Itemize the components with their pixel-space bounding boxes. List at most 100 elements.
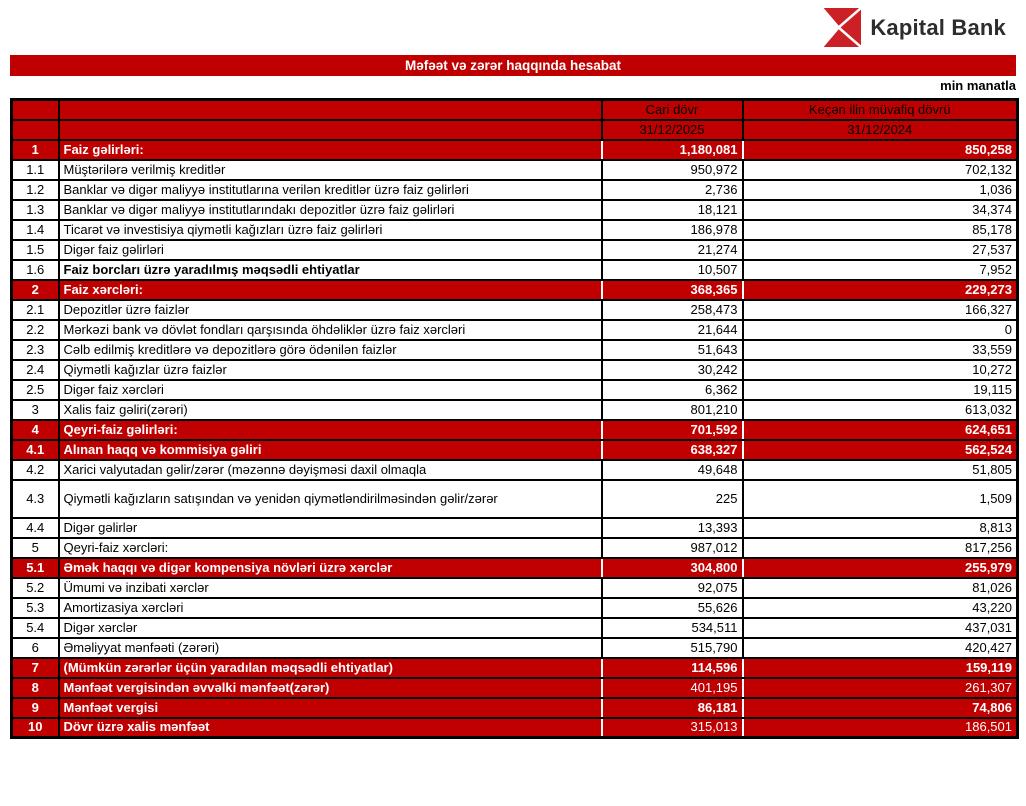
table-row: 1.4 Ticarət və investisiya qiymətli kağız… <box>10 218 1019 241</box>
row-number: 1.5 <box>10 238 60 261</box>
brand-header: Kapital Bank <box>822 8 1006 47</box>
row-label: Digər faiz xərcləri <box>57 378 603 401</box>
header-row-labels: Cari dövr Keçən ilin müvafiq dövrü <box>10 98 1019 121</box>
current-value: 1,180,081 <box>600 138 744 161</box>
row-label: Ticarət və investisiya qiymətli kağızlar… <box>57 218 603 241</box>
current-value: 6,362 <box>600 378 744 401</box>
row-label: Əmək haqqı və digər kompensiya növləri ü… <box>57 556 603 579</box>
row-label: Əməliyyat mənfəəti (zərəri) <box>57 636 603 659</box>
row-label: Xarici valyutadan gəlir/zərər (məzənnə d… <box>57 458 603 481</box>
header-current-period: Cari dövr <box>600 98 744 121</box>
header-previous-date: 31/12/2024 <box>741 118 1019 141</box>
previous-value: 33,559 <box>741 338 1019 361</box>
current-value: 55,626 <box>600 596 744 619</box>
table-row: 4.2 Xarici valyutadan gəlir/zərər (məzənn… <box>10 458 1019 481</box>
row-number: 1 <box>10 138 60 161</box>
table-row: 5.3 Amortizasiya xərcləri 55,626 43,220 <box>10 596 1019 619</box>
row-number: 4.4 <box>10 516 60 539</box>
current-value: 114,596 <box>600 656 744 679</box>
previous-value: 7,952 <box>741 258 1019 281</box>
previous-value: 850,258 <box>741 138 1019 161</box>
row-label: Digər faiz gəlirləri <box>57 238 603 261</box>
row-label: Digər xərclər <box>57 616 603 639</box>
table-row: 5.2 Ümumi və inzibati xərclər 92,075 81,026 <box>10 576 1019 599</box>
unit-note: min manatla <box>940 78 1016 93</box>
row-number: 7 <box>10 656 60 679</box>
table-row: 4.1 Alınan haqq və kommisiya gəliri 638,32… <box>10 438 1019 461</box>
previous-value: 186,501 <box>741 716 1019 739</box>
row-label: Alınan haqq və kommisiya gəliri <box>57 438 603 461</box>
profit-loss-table: Cari dövr Keçən ilin müvafiq dövrü 31/12… <box>10 98 1019 739</box>
current-value: 13,393 <box>600 516 744 539</box>
row-number: 1.6 <box>10 258 60 281</box>
current-value: 92,075 <box>600 576 744 599</box>
brand-name: Kapital Bank <box>870 14 1006 40</box>
table-row: 5 Qeyri-faiz xərcləri: 987,012 817,256 <box>10 536 1019 559</box>
current-value: 86,181 <box>600 696 744 719</box>
previous-value: 613,032 <box>741 398 1019 421</box>
row-number: 5.1 <box>10 556 60 579</box>
table-row: 3 Xalis faiz gəliri(zərəri) 801,210 613,032 <box>10 398 1019 421</box>
row-label: Qeyri-faiz xərcləri: <box>57 536 603 559</box>
row-number: 5.2 <box>10 576 60 599</box>
previous-value: 10,272 <box>741 358 1019 381</box>
row-number: 2.2 <box>10 318 60 341</box>
current-value: 186,978 <box>600 218 744 241</box>
row-number: 2.5 <box>10 378 60 401</box>
row-label: Cəlb edilmiş kreditlərə və depozitlərə g… <box>57 338 603 361</box>
previous-value: 19,115 <box>741 378 1019 401</box>
table-row: 1.6 Faiz borcları üzrə yaradılmış məqsədl… <box>10 258 1019 281</box>
previous-value: 0 <box>741 318 1019 341</box>
previous-value: 562,524 <box>741 438 1019 461</box>
previous-value: 8,813 <box>741 516 1019 539</box>
row-number: 3 <box>10 398 60 421</box>
current-value: 258,473 <box>600 298 744 321</box>
row-number: 2.4 <box>10 358 60 381</box>
row-number: 5.3 <box>10 596 60 619</box>
header-row-dates: 31/12/2025 31/12/2024 <box>10 118 1019 141</box>
previous-value: 229,273 <box>741 278 1019 301</box>
table-row: 1.3 Banklar və digər maliyyə institutları… <box>10 198 1019 221</box>
current-value: 225 <box>600 478 744 519</box>
current-value: 401,195 <box>600 676 744 699</box>
table-row: 2.5 Digər faiz xərcləri 6,362 19,115 <box>10 378 1019 401</box>
current-value: 534,511 <box>600 616 744 639</box>
previous-value: 702,132 <box>741 158 1019 181</box>
previous-value: 43,220 <box>741 596 1019 619</box>
table-row: 1 Faiz gəlirləri: 1,180,081 850,258 <box>10 138 1019 161</box>
row-label: Banklar və digər maliyyə institutlarında… <box>57 198 603 221</box>
previous-value: 166,327 <box>741 298 1019 321</box>
current-value: 49,648 <box>600 458 744 481</box>
kapitalbank-logo-icon <box>822 8 862 47</box>
row-number: 6 <box>10 636 60 659</box>
table-row: 1.2 Banklar və digər maliyyə institutları… <box>10 178 1019 201</box>
table-row: 4 Qeyri-faiz gəlirləri: 701,592 624,651 <box>10 418 1019 441</box>
current-value: 21,644 <box>600 318 744 341</box>
header-current-date: 31/12/2025 <box>600 118 744 141</box>
current-value: 368,365 <box>600 278 744 301</box>
row-number: 1.3 <box>10 198 60 221</box>
header-label-cell <box>57 118 603 141</box>
row-number: 10 <box>10 716 60 739</box>
previous-value: 255,979 <box>741 556 1019 579</box>
previous-value: 27,537 <box>741 238 1019 261</box>
previous-value: 34,374 <box>741 198 1019 221</box>
table-row: 4.4 Digər gəlirlər 13,393 8,813 <box>10 516 1019 539</box>
table-header: Cari dövr Keçən ilin müvafiq dövrü 31/12… <box>10 98 1019 141</box>
current-value: 950,972 <box>600 158 744 181</box>
row-label: Müştərilərə verilmiş kreditlər <box>57 158 603 181</box>
previous-value: 159,119 <box>741 656 1019 679</box>
table-row: 5.1 Əmək haqqı və digər kompensiya növlər… <box>10 556 1019 579</box>
previous-value: 437,031 <box>741 616 1019 639</box>
table-row: 10 Dövr üzrə xalis mənfəət 315,013 186,501 <box>10 716 1019 739</box>
pl-table-body: 1 Faiz gəlirləri: 1,180,081 850,258 1.1 Müştə… <box>10 138 1019 739</box>
table-row: 7 (Mümkün zərərlər üçün yaradılan məqsədl… <box>10 656 1019 679</box>
previous-value: 81,026 <box>741 576 1019 599</box>
table-row: 2.3 Cəlb edilmiş kreditlərə və depozitlər… <box>10 338 1019 361</box>
row-label: Mənfəət vergisindən əvvəlki mənfəət(zərə… <box>57 676 603 699</box>
current-value: 2,736 <box>600 178 744 201</box>
current-value: 701,592 <box>600 418 744 441</box>
row-number: 2 <box>10 278 60 301</box>
current-value: 18,121 <box>600 198 744 221</box>
